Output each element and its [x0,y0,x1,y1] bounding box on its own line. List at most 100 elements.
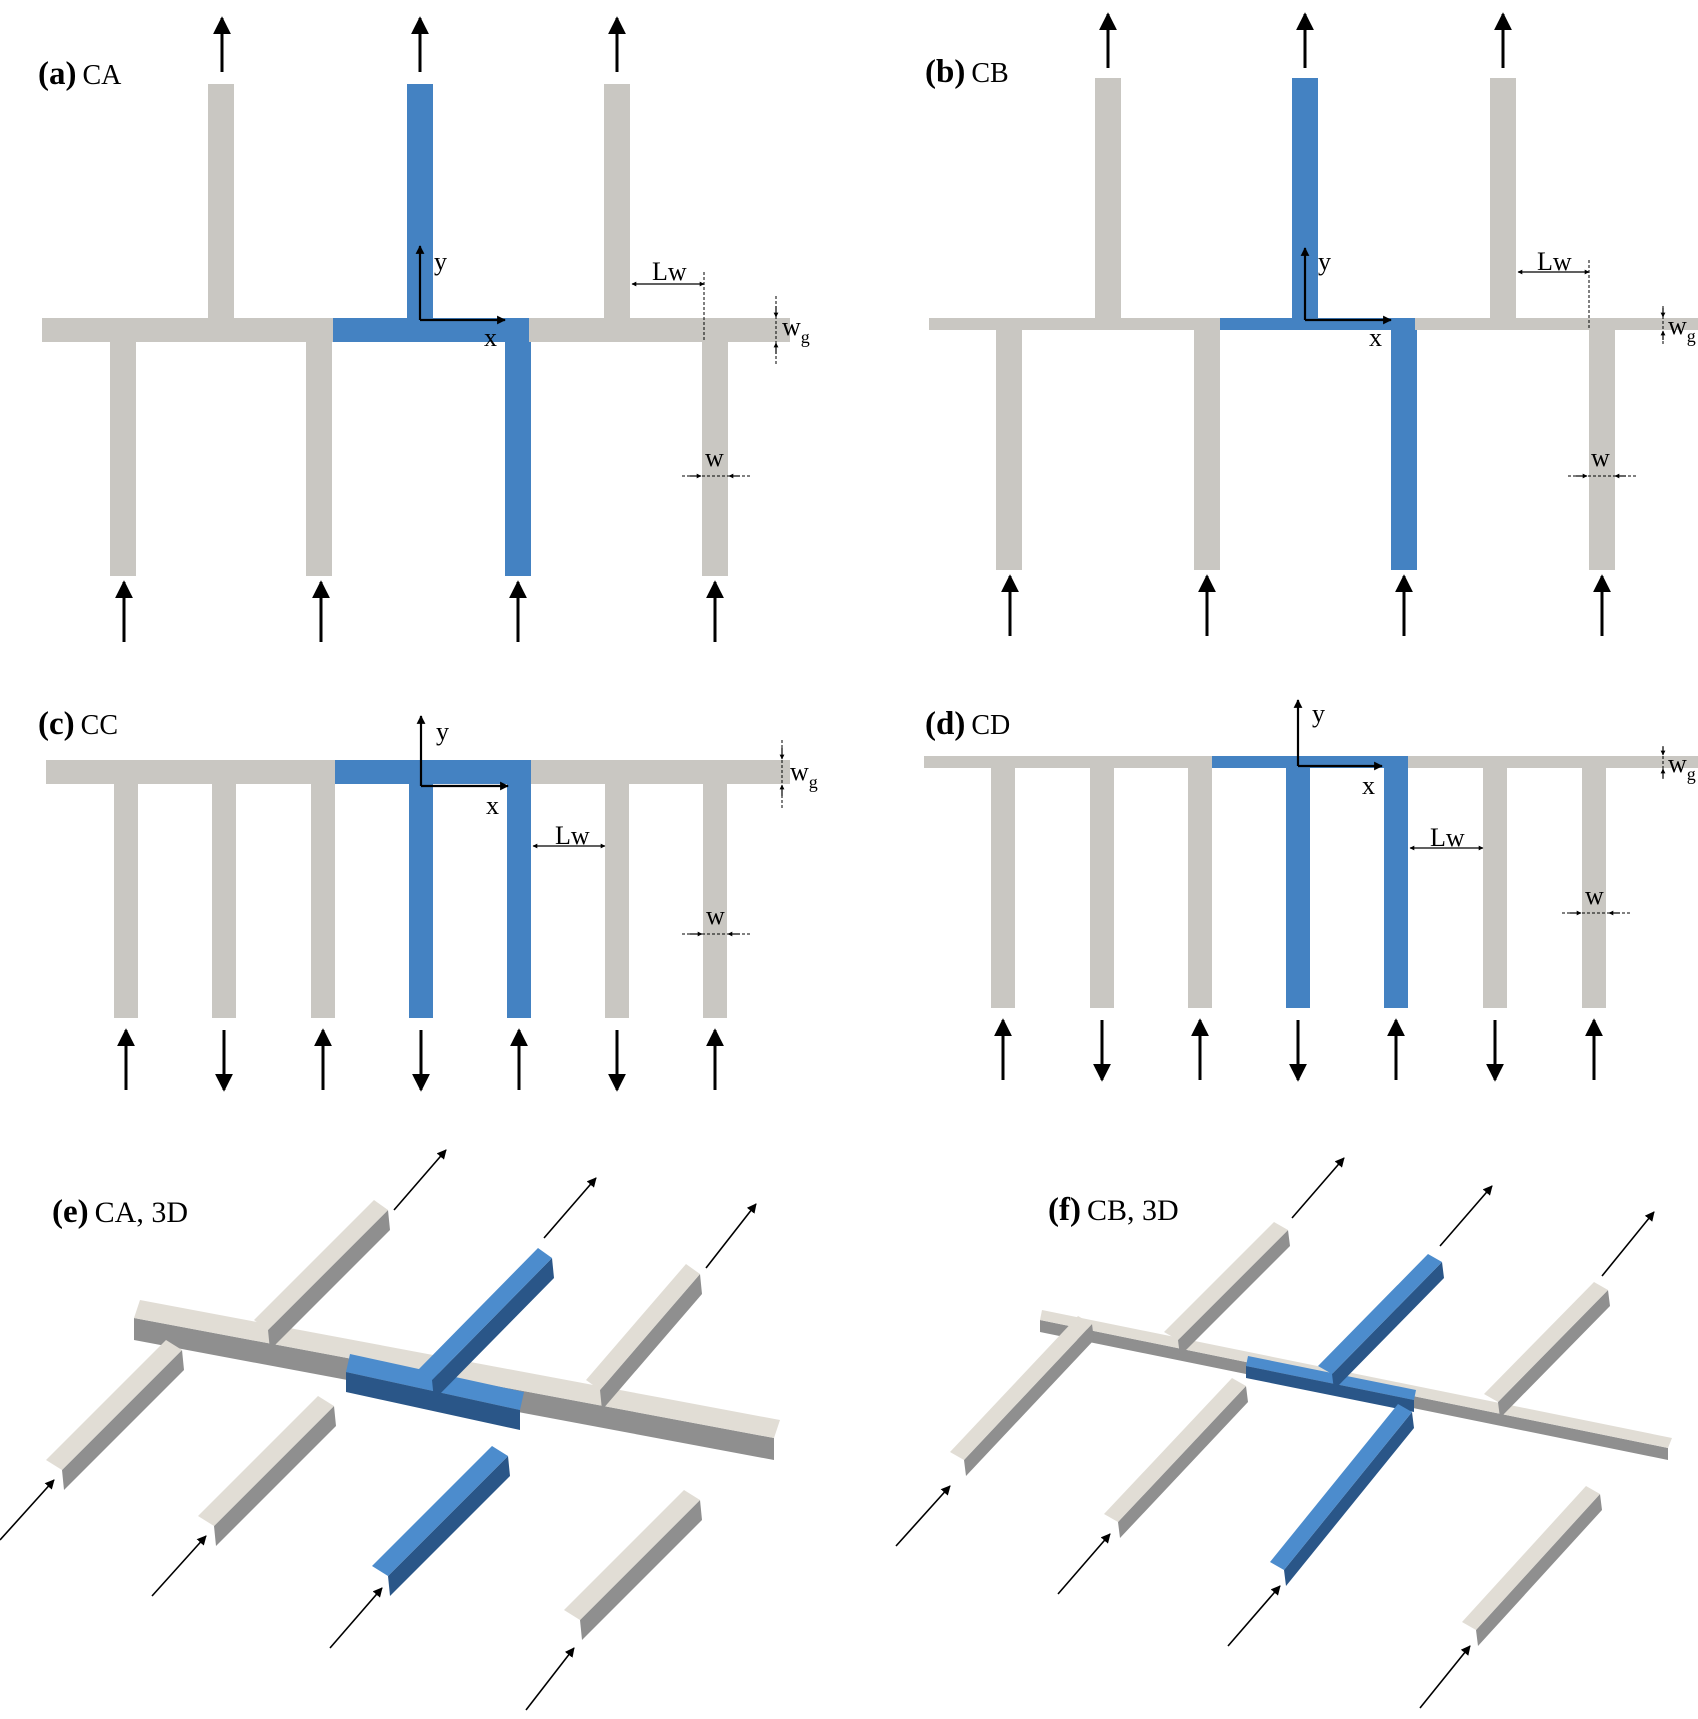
highlight-3d-side [1332,1262,1444,1390]
dimension-annotations: Lw wg w [532,740,818,937]
highlight-segment [1391,330,1417,570]
panel-a: x y Lw wg w (a) CA [38,16,810,642]
highlight-3d-top [372,1446,508,1576]
outflow-arrow [393,1149,447,1211]
outflow-arrow [1291,1157,1345,1219]
wall-geometry-3d [46,1200,780,1640]
wall-channel [605,784,629,1018]
panel-title: CC [81,710,118,741]
lw-label: Lw [1430,823,1465,852]
inflow-arrow [1419,1645,1471,1709]
highlight-3d-side [1246,1366,1414,1412]
wall-top-channel [1490,78,1516,318]
wg-label-base: w [782,312,801,341]
wg-label-base: w [790,757,809,786]
wall-3d-top [198,1396,334,1526]
panel-tag: (a) [38,56,76,92]
wg-label: wg [790,757,818,792]
x-axis-label: x [1362,771,1375,800]
panel-label: (b) CB [925,54,1009,90]
panel-title: CA [82,60,122,91]
lw-label: Lw [555,821,590,850]
inflow-arrow [329,1587,383,1649]
wg-label-base: w [1668,311,1687,340]
highlight-segment [333,318,529,342]
inflow-arrow [895,1485,951,1547]
dimension-annotations: Lw wg w [1409,746,1696,916]
x-axis-label: x [484,323,497,352]
highlight-3d-side [1284,1412,1414,1586]
highlight-unit-cell [335,760,531,1018]
wg-label: wg [1668,311,1696,346]
panel-d: x y Lw wg w (d) CD [924,699,1698,1082]
wall-3d-side [1476,1494,1602,1646]
y-axis-label: y [1312,699,1325,728]
panel-title: CB, 3D [1087,1194,1179,1227]
wall-channel [1090,768,1114,1008]
highlight-3d-side [432,1258,554,1400]
wall-3d-side [214,1406,336,1546]
wall-channel [703,784,727,1018]
w-label: w [706,901,725,930]
wall-bottom-channel [110,342,136,576]
highlight-segment [507,784,531,1018]
panel-e: (e) CA, 3D [0,1149,780,1711]
inflow-arrow [151,1535,207,1597]
wall-bottom-channel [996,330,1022,570]
panel-tag: (d) [925,706,965,742]
wg-label-base: w [1668,749,1687,778]
highlight-3d-top [1270,1404,1412,1570]
outflow-arrow [543,1177,597,1239]
wall-3d-side [580,1500,702,1640]
highlight-3d-top [1246,1356,1416,1400]
panel-tag: (e) [52,1194,89,1230]
dimension-annotations: Lw wg w [1517,247,1696,479]
highlight-segment [1286,768,1310,1008]
y-axis-label: y [1318,247,1331,276]
highlight-segment [409,784,433,1018]
lw-label: Lw [1537,247,1572,276]
lw-label: Lw [652,257,687,286]
wall-3d-side [964,1324,1094,1476]
wall-bottom-channel [306,342,332,576]
wall-channel [114,784,138,1018]
wall-channel [1582,768,1606,1008]
flow-arrows-3d [895,1157,1655,1709]
inflow-arrow [1057,1533,1111,1595]
highlight-3d-top [418,1248,552,1380]
panel-tag: (f) [1048,1192,1081,1228]
x-axis-label: x [486,791,499,820]
wall-geometry-3d [950,1222,1672,1646]
wall-3d-top [1484,1282,1608,1402]
wg-label-subscript: g [1687,764,1696,784]
panel-tag: (b) [925,54,965,90]
wall-geometry [924,756,1698,1008]
w-label: w [705,443,724,472]
inflow-arrow [0,1479,55,1541]
wall-top-channel [208,84,234,318]
wall-3d-top [586,1264,700,1390]
wall-3d-side [1498,1290,1610,1418]
wall-3d-top [46,1340,182,1470]
wg-label-subscript: g [1687,326,1696,346]
highlight-3d-side [346,1372,520,1430]
panel-b: x y Lw wg w (b) CB [925,12,1698,636]
panel-label: (f) CB, 3D [1048,1192,1179,1228]
wall-3d-side [268,1210,390,1350]
panel-label: (e) CA, 3D [52,1194,188,1230]
panel-c: x y Lw wg w (c) CC [38,706,818,1092]
wall-bottom-channel [702,342,728,576]
highlight-3d-top [1318,1254,1442,1374]
inflow-arrow [1227,1585,1281,1647]
coordinate-axes: x y [1293,699,1383,800]
highlight-segment [505,342,531,576]
wall-3d-side [1118,1386,1248,1538]
wall-channel [212,784,236,1018]
wall-3d-top [254,1200,388,1330]
wall-top-channel [1095,78,1121,318]
highlight-unit-cell-3d [346,1248,554,1596]
flow-arrows [1001,12,1611,636]
wall-bottom-channel [1194,330,1220,570]
coordinate-axes: x y [415,245,506,352]
wall-top-channel [604,84,630,318]
